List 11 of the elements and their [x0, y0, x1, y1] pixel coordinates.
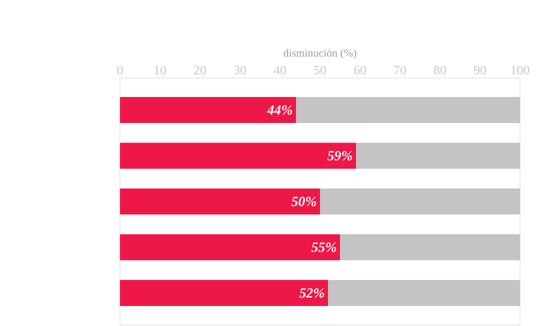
x-axis-title: disminución (%): [284, 48, 356, 59]
bar: [120, 234, 340, 260]
data-label: 52%: [299, 288, 324, 298]
data-label: 55%: [311, 242, 336, 252]
bar: [120, 142, 356, 169]
bar: [120, 188, 320, 214]
bar: [120, 280, 328, 306]
data-label: 50%: [291, 196, 316, 206]
bar: [120, 97, 296, 124]
data-label: 59%: [327, 151, 352, 160]
data-label: 44%: [267, 105, 292, 115]
